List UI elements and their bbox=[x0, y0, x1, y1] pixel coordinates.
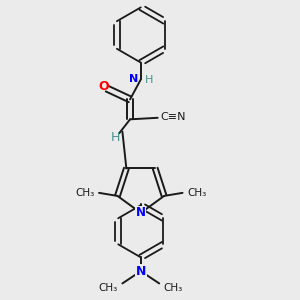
Text: H: H bbox=[145, 75, 153, 85]
Text: H: H bbox=[111, 131, 120, 144]
Text: CH₃: CH₃ bbox=[75, 188, 94, 198]
Text: N: N bbox=[136, 206, 146, 219]
Text: O: O bbox=[98, 80, 109, 93]
Text: CH₃: CH₃ bbox=[98, 283, 118, 293]
Text: C≡N: C≡N bbox=[160, 112, 186, 122]
Text: CH₃: CH₃ bbox=[187, 188, 206, 198]
Text: CH₃: CH₃ bbox=[164, 283, 183, 293]
Text: N: N bbox=[136, 265, 146, 278]
Text: N: N bbox=[128, 74, 138, 85]
